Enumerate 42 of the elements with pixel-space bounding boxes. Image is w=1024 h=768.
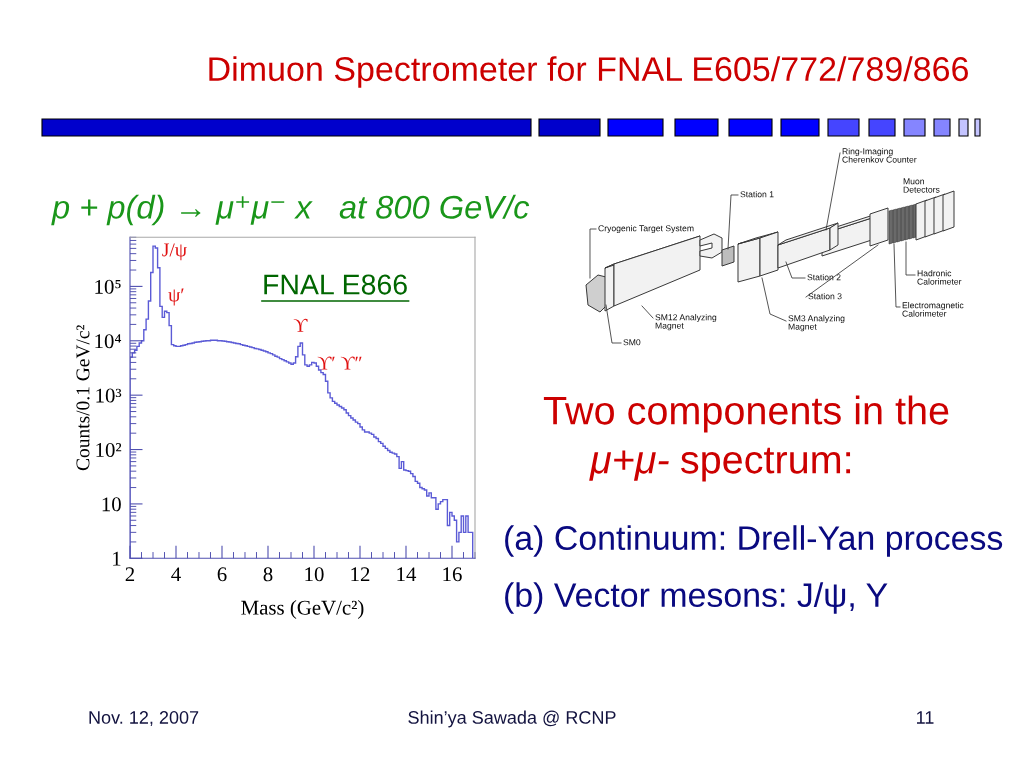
x-tick-label: 4 [171, 567, 181, 582]
x-tick-label: 2 [125, 567, 135, 582]
text: SM12 Analyzing Magnet [655, 314, 717, 331]
text: SM3 Analyzing Magnet [788, 315, 845, 332]
annotation: ϒ [293, 318, 308, 332]
text: Shin’ya Sawada @ RCNP [408, 710, 616, 728]
text: Ring-Imaging Cherenkov Counter [842, 148, 917, 163]
y-tick-label: 10 [102, 497, 121, 512]
text: Electromagnetic Calorimeter [902, 302, 964, 317]
text: Station 1 [740, 190, 774, 198]
annotation: FNAL E866 [264, 274, 407, 295]
text: μ+μ- [589, 450, 669, 481]
x-tick-label: 16 [443, 567, 462, 582]
annotation: J/ψ [162, 243, 187, 261]
text: Cryogenic Target System [598, 224, 694, 234]
y-axis-title: Counts/0.1 GeV/c² [76, 325, 90, 471]
y-tick-label: 1 [113, 551, 121, 566]
text: Station 2 [807, 273, 841, 281]
text: SM0 [623, 339, 641, 346]
text: Two components in the [543, 395, 949, 433]
y-tick-label: 10⁴ [95, 334, 122, 349]
text: (a) Continuum: Drell-Yan process [505, 525, 1003, 557]
text: Hadronic Calorimeter [917, 270, 962, 285]
y-tick-label: 10² [96, 442, 122, 457]
text: 11 [917, 711, 934, 724]
x-axis-title: Mass (GeV/c²) [241, 600, 364, 619]
text: (b) Vector mesons: J/ψ, Y [505, 582, 888, 614]
x-tick-label: 8 [263, 567, 273, 582]
y-tick-label: 10³ [96, 388, 122, 403]
annotation: ψ′ [168, 288, 184, 306]
text: Muon Detectors [903, 178, 940, 193]
text: Dimuon Spectrometer for FNAL E605/772/789/866 [209, 56, 968, 88]
y-tick-label: 10⁵ [95, 279, 121, 294]
x-tick-label: 14 [397, 567, 417, 582]
text: Station 3 [808, 292, 842, 300]
x-tick-label: 6 [217, 567, 227, 582]
x-tick-label: 12 [351, 567, 370, 582]
text: Nov. 12, 2007 [89, 711, 199, 726]
chart-subtitle: p + p(d) → μ⁺μ⁻ x at 800 GeV/c [51, 194, 530, 226]
x-tick-label: 10 [305, 567, 324, 582]
annotation: ϒ′ ϒ″ [317, 356, 362, 370]
text: spectrum: [680, 447, 851, 482]
